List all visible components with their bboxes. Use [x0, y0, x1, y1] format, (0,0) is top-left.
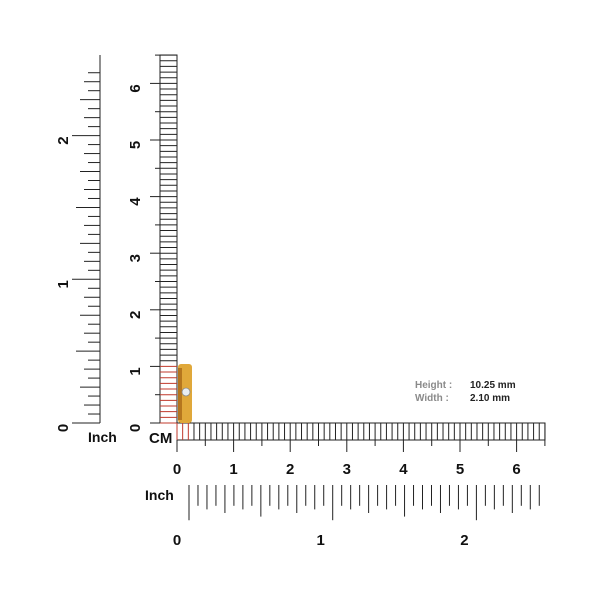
cm-tick-label-horizontal: 5 — [456, 461, 464, 478]
inch-tick-label-vertical: 1 — [55, 280, 72, 288]
vertical-cm-ruler — [159, 54, 178, 424]
inch-tick-label-vertical: 0 — [55, 424, 72, 432]
cm-tick-label-vertical: 0 — [127, 424, 144, 432]
height-label: Height : — [415, 380, 453, 391]
horizontal-cm-ruler — [176, 422, 546, 441]
ring-stone — [181, 387, 191, 397]
cm-tick-label-horizontal: 2 — [286, 461, 294, 478]
height-value: 10.25 mm — [470, 380, 516, 391]
inch-tick-label-horizontal: 2 — [460, 532, 468, 549]
inch-tick-label-horizontal: 0 — [173, 532, 181, 549]
dimensions-panel: Height : 10.25 mm Width : 2.10 mm — [415, 379, 516, 405]
cm-tick-label-vertical: 2 — [127, 311, 144, 319]
width-value: 2.10 mm — [470, 393, 511, 404]
inch-tick-label-vertical: 2 — [55, 136, 72, 144]
width-row: Width : 2.10 mm — [415, 392, 516, 405]
inch-tick-label-horizontal: 1 — [317, 532, 325, 549]
cm-tick-label-horizontal: 0 — [173, 461, 181, 478]
inch-label-horizontal: Inch — [145, 487, 174, 503]
height-row: Height : 10.25 mm — [415, 379, 516, 392]
cm-label: CM — [149, 430, 172, 447]
cm-tick-label-horizontal: 1 — [229, 461, 237, 478]
cm-tick-label-vertical: 3 — [127, 254, 144, 262]
cm-tick-label-vertical: 4 — [127, 197, 144, 206]
cm-tick-label-vertical: 6 — [127, 84, 144, 92]
width-label: Width : — [415, 393, 449, 404]
ring-inner-shadow — [178, 368, 182, 420]
cm-tick-label-horizontal: 3 — [343, 461, 351, 478]
inch-label-vertical: Inch — [88, 429, 117, 445]
cm-tick-label-vertical: 5 — [127, 141, 144, 149]
cm-tick-label-horizontal: 4 — [399, 461, 408, 478]
cm-tick-label-vertical: 1 — [127, 367, 144, 375]
cm-tick-label-horizontal: 6 — [512, 461, 520, 478]
